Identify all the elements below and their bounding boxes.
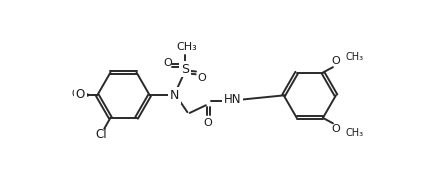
Text: N: N [170, 89, 179, 102]
Text: O: O [332, 124, 340, 135]
Text: CH₃: CH₃ [72, 89, 90, 100]
Text: CH₃: CH₃ [345, 128, 363, 138]
Text: O: O [76, 88, 85, 101]
Text: HN: HN [224, 93, 241, 106]
Text: O: O [197, 73, 206, 83]
Text: CH₃: CH₃ [345, 52, 363, 62]
Text: O: O [332, 56, 340, 66]
Text: S: S [181, 63, 189, 76]
Text: CH₃: CH₃ [176, 43, 197, 52]
Text: Cl: Cl [95, 128, 107, 141]
Text: O: O [204, 118, 212, 128]
Text: O: O [164, 58, 173, 68]
